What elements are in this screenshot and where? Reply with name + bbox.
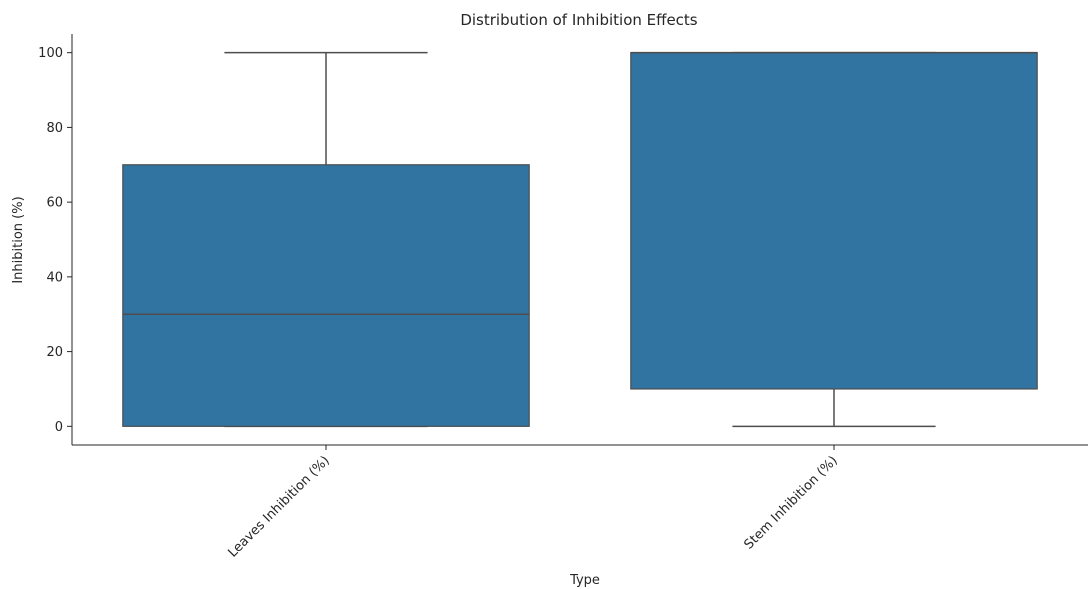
box-group [122, 51, 530, 428]
plot-area [122, 51, 1038, 428]
y-tick-label: 100 [38, 46, 63, 61]
y-tick-label: 20 [46, 345, 63, 360]
box [122, 164, 530, 427]
y-axis: 0 20 40 60 80 100 [38, 34, 73, 445]
box [630, 52, 1038, 390]
x-axis-label: Type [569, 573, 600, 588]
x-tick-label: Leaves Inhibition (%) [225, 453, 332, 560]
chart-title: Distribution of Inhibition Effects [460, 11, 697, 29]
y-tick-label: 60 [46, 196, 63, 211]
y-axis-label: Inhibition (%) [11, 196, 26, 283]
y-tick-label: 80 [46, 121, 63, 136]
x-axis: Leaves Inhibition (%) Stem Inhibition (%) [72, 444, 1088, 561]
y-tick-label: 40 [46, 270, 63, 285]
y-tick-label: 0 [55, 420, 63, 435]
x-tick-label: Stem Inhibition (%) [742, 453, 841, 552]
box-group [630, 51, 1038, 428]
